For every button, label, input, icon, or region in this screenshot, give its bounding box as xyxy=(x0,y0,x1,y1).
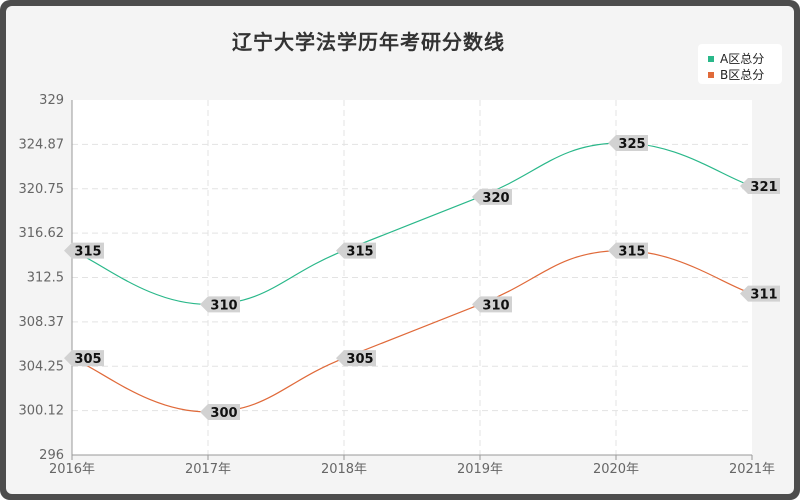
data-label-bg xyxy=(740,285,780,302)
y-tick-label: 324.87 xyxy=(19,137,65,152)
data-label-bg xyxy=(608,242,648,259)
data-label: 321 xyxy=(750,180,777,195)
data-label: 305 xyxy=(74,352,101,367)
y-tick-label: 300.12 xyxy=(19,404,65,419)
data-label-bg xyxy=(740,178,780,195)
x-tick-label: 2016年 xyxy=(49,462,95,477)
data-label: 320 xyxy=(482,191,509,206)
data-label-bg xyxy=(200,403,240,420)
data-label-bg xyxy=(200,296,240,313)
legend: A区总分 B区总分 xyxy=(698,44,782,84)
data-label-bg xyxy=(336,350,376,367)
y-tick-label: 312.5 xyxy=(27,271,64,286)
legend-item-a[interactable]: A区总分 xyxy=(708,50,764,67)
x-tick-label: 2017年 xyxy=(185,462,231,477)
y-tick-label: 316.62 xyxy=(19,226,65,241)
data-label: 310 xyxy=(210,298,237,313)
data-label-bg xyxy=(608,135,648,152)
data-label: 315 xyxy=(618,245,645,260)
legend-label-a: A区总分 xyxy=(720,52,765,66)
y-tick-label: 304.25 xyxy=(19,359,65,374)
data-label-bg xyxy=(336,242,376,259)
data-label: 305 xyxy=(346,352,373,367)
data-label: 300 xyxy=(210,406,237,421)
y-tick-label: 296 xyxy=(39,448,64,463)
x-tick-label: 2021年 xyxy=(729,462,775,477)
x-tick-label: 2019年 xyxy=(457,462,503,477)
data-label-bg xyxy=(472,296,512,313)
data-label: 311 xyxy=(750,288,777,303)
y-tick-label: 308.37 xyxy=(19,315,65,330)
data-label: 325 xyxy=(618,137,645,152)
x-tick-label: 2020年 xyxy=(593,462,639,477)
chart-title: 辽宁大学法学历年考研分数线 xyxy=(232,30,505,54)
y-tick-label: 329 xyxy=(39,93,64,108)
legend-swatch-a xyxy=(708,55,714,62)
data-label-bg xyxy=(64,350,104,367)
legend-swatch-b xyxy=(708,71,714,78)
legend-label-b: B区总分 xyxy=(720,68,765,82)
data-label: 315 xyxy=(74,245,101,260)
x-tick-label: 2018年 xyxy=(321,462,367,477)
y-tick-label: 320.75 xyxy=(19,182,65,197)
legend-item-b[interactable]: B区总分 xyxy=(708,66,764,83)
data-label-bg xyxy=(64,242,104,259)
data-label: 310 xyxy=(482,298,509,313)
data-label-bg xyxy=(472,188,512,205)
data-label: 315 xyxy=(346,245,373,260)
